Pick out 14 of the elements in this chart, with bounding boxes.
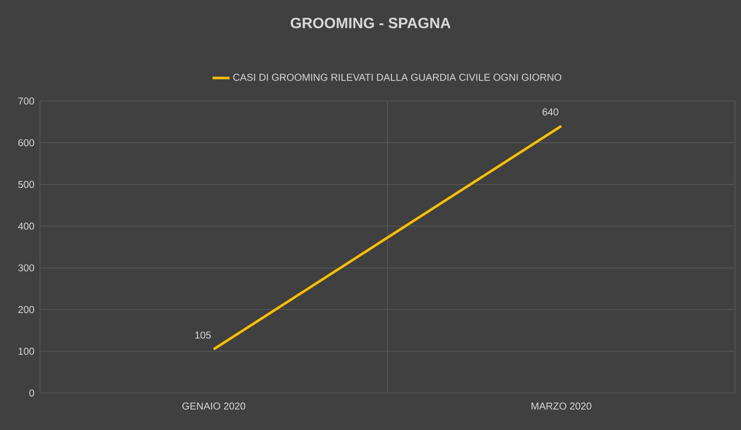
legend-label: CASI DI GROOMING RILEVATI DALLA GUARDIA CIVILE OGNI GIORNO (233, 74, 562, 81)
x-tick-label: GENAIO 2020 (182, 402, 246, 410)
data-label: 640 (542, 108, 558, 116)
chart-title: GROOMING - SPAGNA (290, 18, 451, 28)
y-tick-label: 400 (18, 222, 34, 230)
y-tick-label: 300 (18, 264, 34, 272)
y-tick-label: 200 (18, 306, 34, 314)
x-tick-label: MARZO 2020 (532, 402, 592, 410)
y-tick-label: 500 (18, 180, 34, 188)
y-tick-label: 600 (18, 139, 34, 146)
y-tick-label: 700 (18, 97, 34, 105)
y-tick-label: 100 (18, 348, 34, 355)
y-tick-label: 0 (29, 389, 34, 397)
data-label: 105 (195, 332, 211, 339)
